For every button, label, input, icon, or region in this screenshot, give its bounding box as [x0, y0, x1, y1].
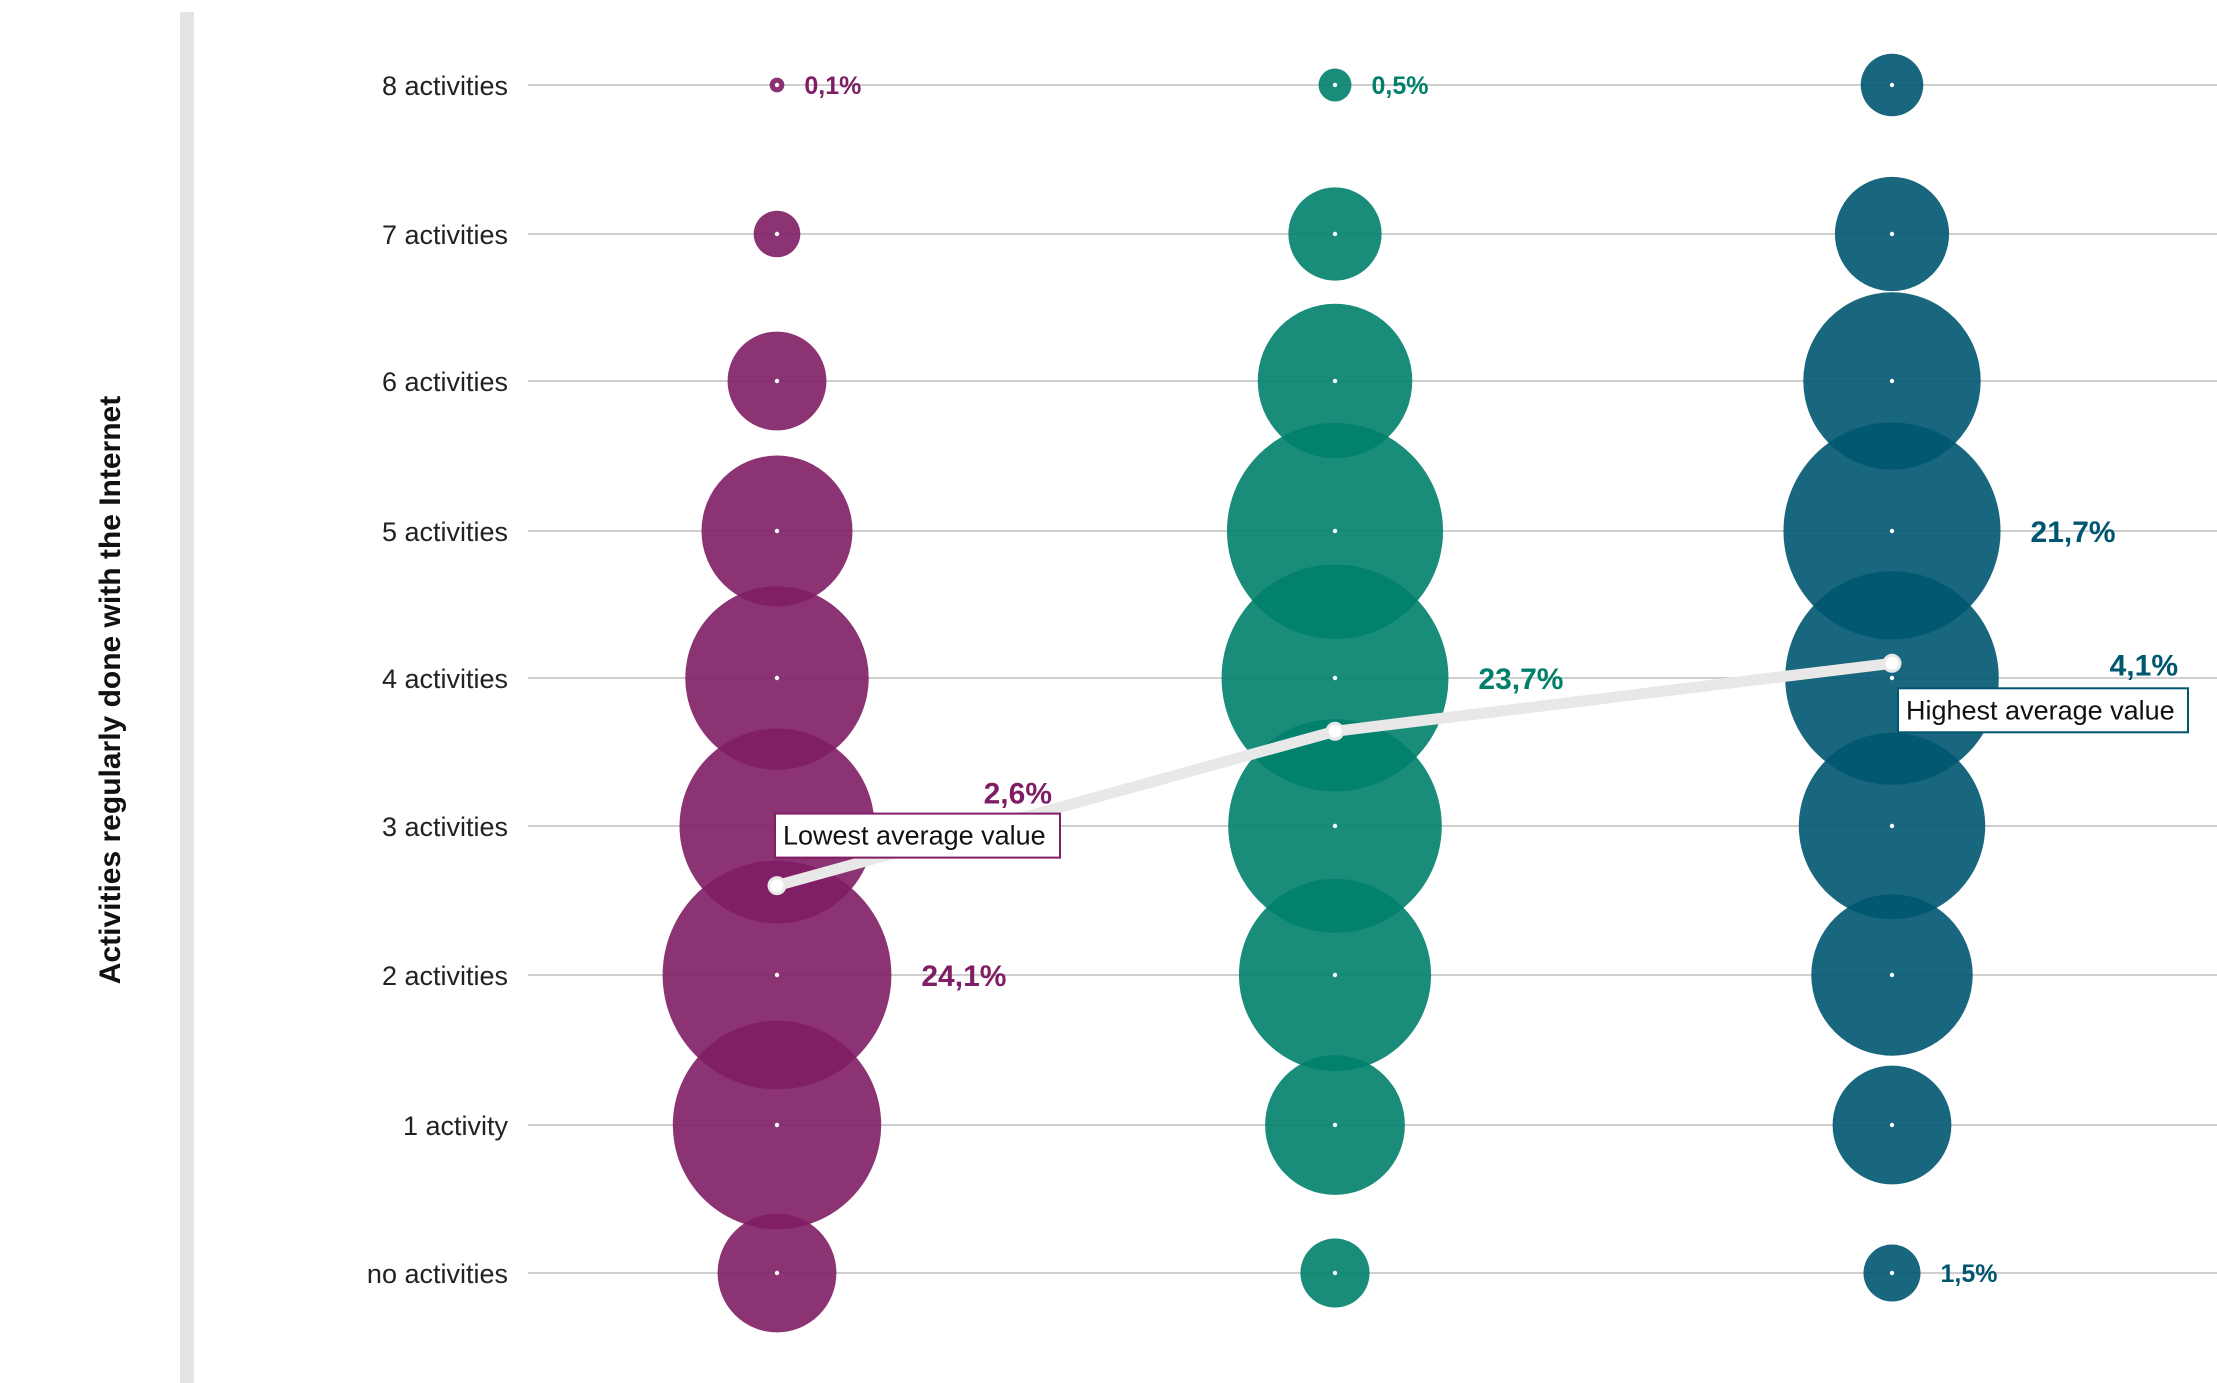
- bubble-center-dot: [1889, 823, 1895, 829]
- category-label: 6 activities: [382, 367, 508, 397]
- average-value-label: 4,1%: [2110, 649, 2178, 682]
- value-label: 1,5%: [1941, 1260, 1998, 1288]
- category-label: 8 activities: [382, 71, 508, 101]
- bubble-center-dot: [1332, 1122, 1338, 1128]
- bubble-center-dot: [1889, 675, 1895, 681]
- bubbles: [662, 53, 2001, 1333]
- value-label: 21,7%: [2031, 516, 2116, 549]
- bubble-center-dot: [1889, 1122, 1895, 1128]
- bubble-center-dot: [774, 82, 780, 88]
- bubble-center-dot: [774, 675, 780, 681]
- value-label: 24,1%: [921, 960, 1006, 993]
- bubble-center-dot: [1889, 528, 1895, 534]
- bubble-center-dot: [774, 378, 780, 384]
- bubble-center-dot: [1332, 972, 1338, 978]
- bubble-center-dot: [774, 1270, 780, 1276]
- callout-lowest-average: Lowest average value: [783, 821, 1046, 851]
- category-label: 1 activity: [403, 1111, 509, 1141]
- bubble-center-dot: [1332, 82, 1338, 88]
- y-axis-title: Activities regularly done with the Inter…: [94, 396, 127, 984]
- left-axis-bar: [180, 12, 194, 1383]
- bubble-center-dot: [1332, 1270, 1338, 1276]
- bubble-center-dot: [1889, 972, 1895, 978]
- callout-box-lowest: [774, 812, 1061, 859]
- bubble-center-dot: [774, 231, 780, 237]
- bubble-center-dot: [1889, 82, 1895, 88]
- bubble-center-dot: [1332, 378, 1338, 384]
- category-labels: 8 activities 7 activities 6 activities 5 ac…: [367, 71, 509, 1289]
- value-labels: 0,1% 24,1% 0,5% 23,7% 21,7% 1,5% 2,6% Lowest av…: [774, 72, 2189, 1288]
- bubble-center-dot: [1889, 378, 1895, 384]
- bubble-center-dot: [774, 528, 780, 534]
- category-label: 5 activities: [382, 517, 508, 547]
- category-label: 7 activities: [382, 220, 508, 250]
- bubble-center-dot: [1332, 823, 1338, 829]
- value-label: 0,5%: [1371, 72, 1428, 100]
- bubble-center-dot: [774, 972, 780, 978]
- bubble-center-dot: [1889, 1270, 1895, 1276]
- average-point: [767, 876, 787, 896]
- value-label: 23,7%: [1478, 663, 1563, 696]
- callout-box-highest: [1897, 687, 2189, 734]
- bubble-center-dot: [1889, 231, 1895, 237]
- average-point: [1882, 653, 1902, 673]
- callout-highest-average: Highest average value: [1906, 695, 2175, 725]
- value-label: 0,1%: [804, 72, 861, 100]
- average-value-label: 2,6%: [984, 778, 1052, 811]
- category-label: no activities: [367, 1259, 508, 1289]
- bubble-center-dot: [1332, 528, 1338, 534]
- category-label: 2 activities: [382, 961, 508, 991]
- category-label: 3 activities: [382, 812, 508, 842]
- average-point: [1325, 721, 1345, 741]
- bubble-center-dot: [1332, 231, 1338, 237]
- category-label: 4 activities: [382, 664, 508, 694]
- bubble-center-dot: [774, 1122, 780, 1128]
- bubble-center-dot: [1332, 675, 1338, 681]
